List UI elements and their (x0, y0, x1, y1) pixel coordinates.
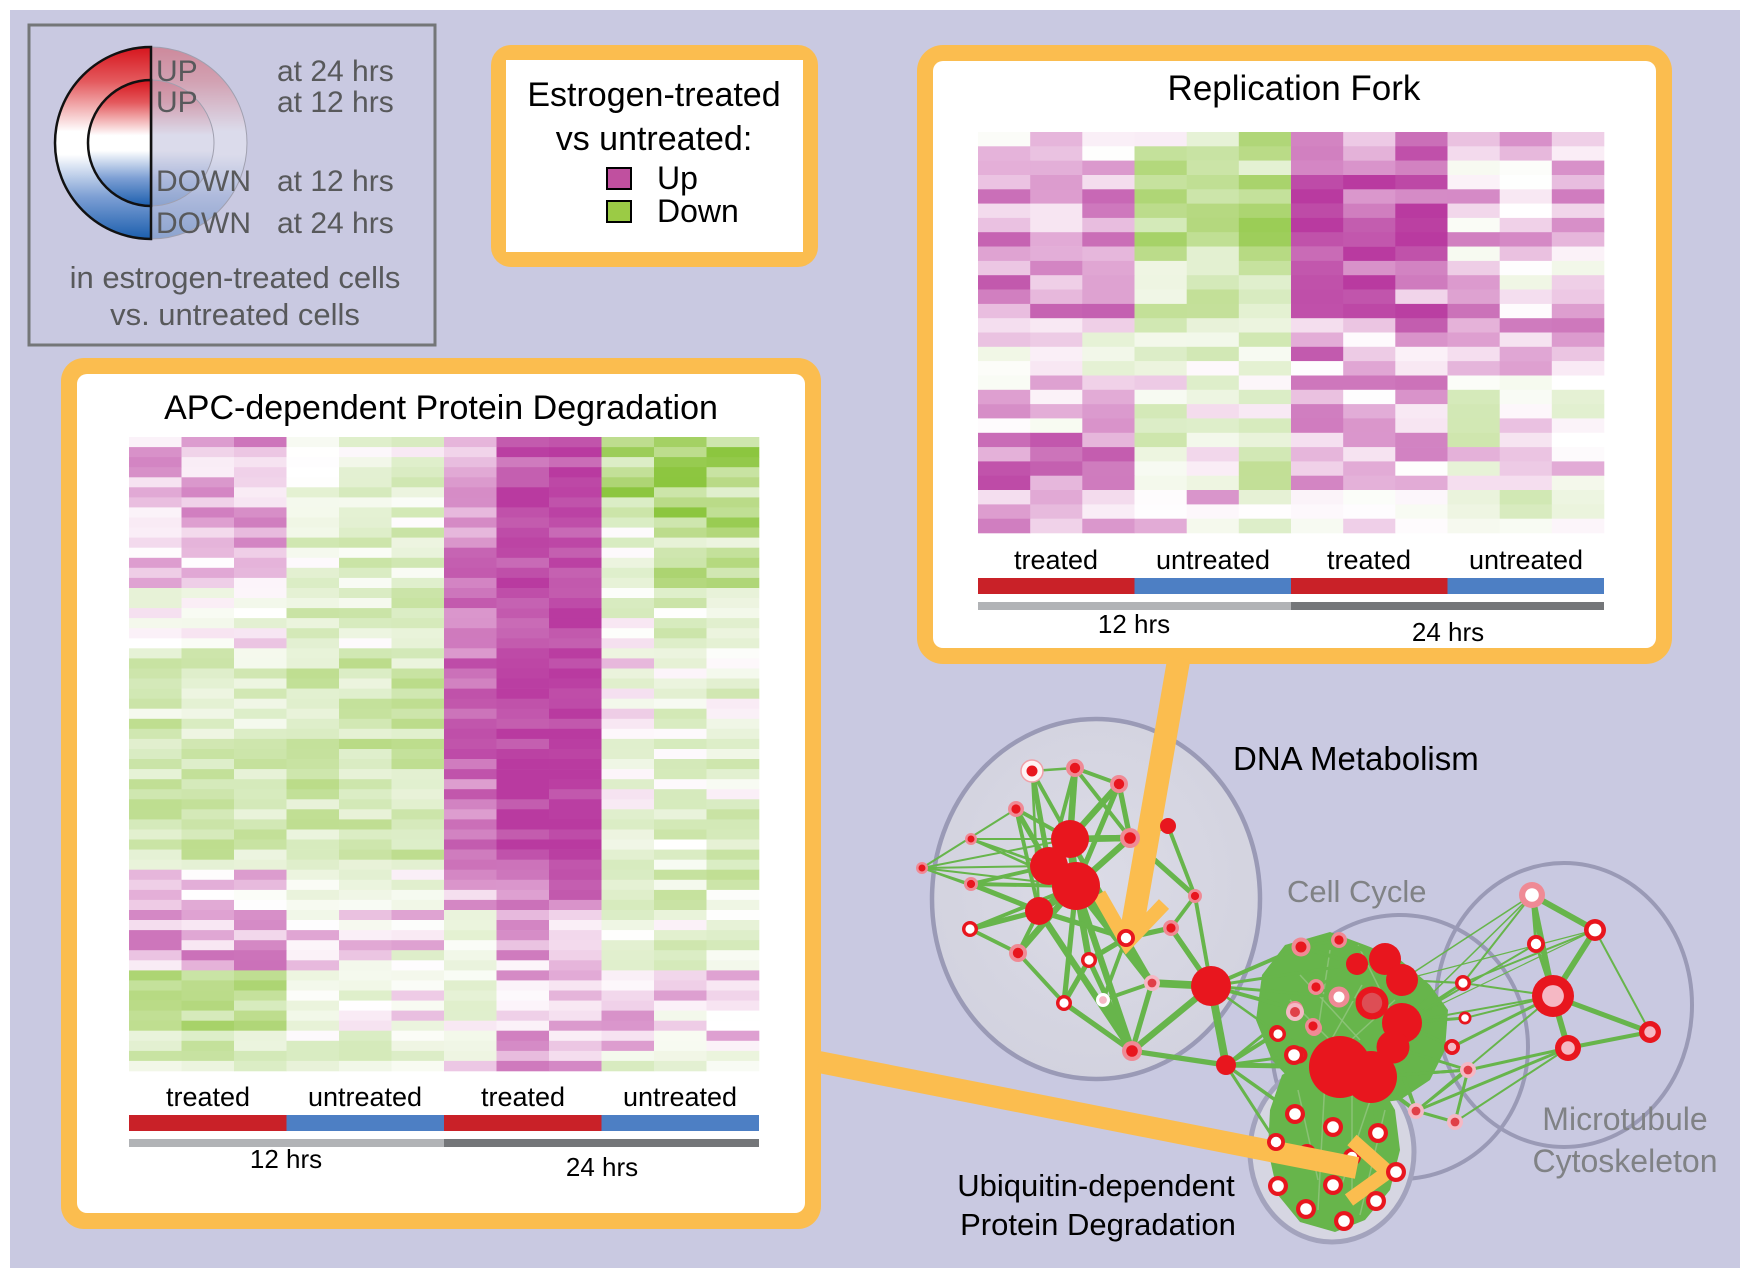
svg-text:at 12 hrs: at 12 hrs (277, 165, 394, 198)
svg-text:12 hrs: 12 hrs (250, 1144, 322, 1174)
svg-text:Down: Down (657, 193, 739, 229)
svg-text:Up: Up (657, 160, 698, 196)
svg-text:12 hrs: 12 hrs (1098, 609, 1170, 639)
svg-text:Replication Fork: Replication Fork (1168, 69, 1421, 108)
svg-text:Estrogen-treated: Estrogen-treated (527, 76, 780, 114)
svg-text:DNA Metabolism: DNA Metabolism (1233, 740, 1479, 777)
svg-text:treated: treated (1327, 545, 1411, 575)
svg-text:vs untreated:: vs untreated: (556, 120, 753, 158)
svg-text:DOWN: DOWN (156, 165, 251, 198)
svg-text:treated: treated (166, 1082, 250, 1112)
svg-text:Ubiquitin-dependent: Ubiquitin-dependent (957, 1168, 1235, 1203)
svg-text:APC-dependent Protein Degradat: APC-dependent Protein Degradation (164, 389, 718, 427)
svg-text:at 12 hrs: at 12 hrs (277, 86, 394, 119)
svg-text:Protein Degradation: Protein Degradation (960, 1207, 1236, 1242)
svg-text:vs. untreated cells: vs. untreated cells (110, 297, 360, 332)
svg-text:Microtubule: Microtubule (1542, 1101, 1707, 1137)
svg-text:Cell Cycle: Cell Cycle (1287, 874, 1427, 909)
svg-text:treated: treated (481, 1082, 565, 1112)
svg-text:untreated: untreated (623, 1082, 737, 1112)
svg-text:treated: treated (1014, 545, 1098, 575)
svg-text:DOWN: DOWN (156, 207, 251, 240)
svg-text:UP: UP (156, 86, 198, 119)
svg-text:24 hrs: 24 hrs (1412, 617, 1484, 647)
svg-text:untreated: untreated (1156, 545, 1270, 575)
svg-text:Cytoskeleton: Cytoskeleton (1533, 1143, 1718, 1179)
svg-text:at 24 hrs: at 24 hrs (277, 207, 394, 240)
svg-text:24 hrs: 24 hrs (566, 1152, 638, 1182)
svg-text:untreated: untreated (308, 1082, 422, 1112)
svg-text:untreated: untreated (1469, 545, 1583, 575)
svg-text:UP: UP (156, 55, 198, 88)
svg-text:in estrogen-treated cells: in estrogen-treated cells (70, 260, 401, 295)
svg-text:at 24 hrs: at 24 hrs (277, 55, 394, 88)
